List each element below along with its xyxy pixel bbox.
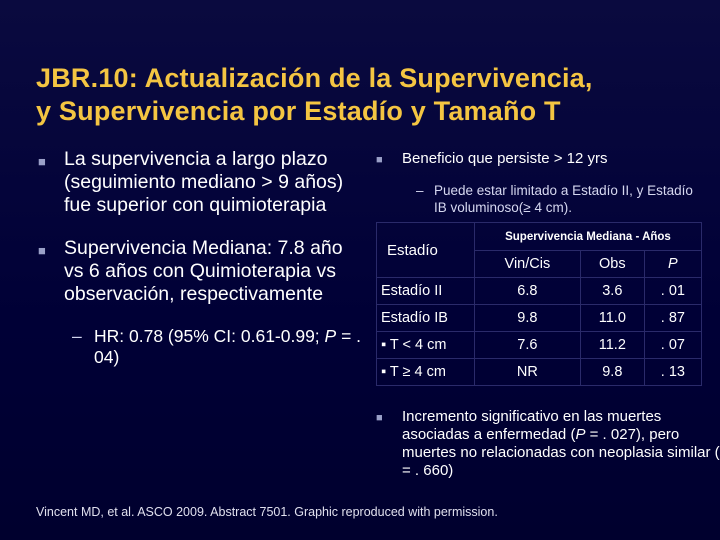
row-label: ▪ T ≥ 4 cm bbox=[376, 358, 475, 386]
table-row: Estadío II 6.8 3.6 . 01 bbox=[376, 277, 703, 305]
right-bullet-2-text-c: = . 660) bbox=[402, 462, 454, 479]
left-bullet-1: ■ La supervivencia a largo plazo (seguim… bbox=[36, 148, 366, 217]
slide-title: JBR.10: Actualización de la Supervivenci… bbox=[36, 62, 706, 128]
header-obs: Obs bbox=[579, 250, 645, 278]
cell-p: . 01 bbox=[643, 277, 703, 305]
hr-text-prefix: HR: 0.78 (95% CI: 0.61-0.99; bbox=[94, 326, 325, 346]
cell-p: . 87 bbox=[643, 304, 703, 332]
square-bullet-icon: ■ bbox=[38, 243, 46, 258]
dash-icon: – bbox=[72, 326, 82, 346]
table-header-row: Estadío Supervivencia Mediana - Años bbox=[376, 222, 703, 278]
cell-vin-cis: 7.6 bbox=[473, 331, 581, 359]
square-bullet-icon: ■ bbox=[376, 154, 383, 166]
header-stage: Estadío bbox=[376, 222, 475, 278]
header-p: P bbox=[643, 250, 703, 278]
right-bullet-2-text-b: = . 027), pero muertes no relacionadas c… bbox=[402, 426, 720, 461]
square-bullet-icon: ■ bbox=[38, 154, 46, 169]
right-bullet-1: ■ Beneficio que persiste > 12 yrs bbox=[372, 150, 702, 168]
left-bullet-2: ■ Supervivencia Mediana: 7.8 año vs 6 añ… bbox=[36, 237, 366, 306]
left-bullet-2-text: Supervivencia Mediana: 7.8 año vs 6 años… bbox=[64, 237, 343, 305]
table-row: ▪ T < 4 cm 7.6 11.2 . 07 bbox=[376, 331, 703, 359]
title-line-2: y Supervivencia por Estadío y Tamaño T bbox=[36, 96, 561, 126]
title-line-1: JBR.10: Actualización de la Supervivenci… bbox=[36, 63, 593, 93]
hr-text-suffix: = . 04) bbox=[94, 326, 362, 367]
row-label: Estadío IB bbox=[376, 304, 475, 332]
cell-p: . 07 bbox=[643, 331, 703, 359]
cell-obs: 11.2 bbox=[579, 331, 645, 359]
row-label: Estadío II bbox=[376, 277, 475, 305]
left-sub-bullet: – HR: 0.78 (95% CI: 0.61-0.99; P = . 04) bbox=[36, 326, 366, 368]
cell-vin-cis: 9.8 bbox=[473, 304, 581, 332]
row-label: ▪ T < 4 cm bbox=[376, 331, 475, 359]
cell-obs: 3.6 bbox=[579, 277, 645, 305]
right-sub-bullet: – Puede estar limitado a Estadío II, y E… bbox=[372, 182, 702, 216]
citation-footer: Vincent MD, et al. ASCO 2009. Abstract 7… bbox=[36, 505, 498, 519]
right-column: ■ Beneficio que persiste > 12 yrs – Pued… bbox=[372, 150, 702, 216]
header-group: Supervivencia Mediana - Años bbox=[473, 222, 703, 251]
right-bullet-2-p1: P bbox=[575, 426, 586, 443]
dash-icon: – bbox=[416, 183, 424, 198]
table-row: Estadío IB 9.8 11.0 . 87 bbox=[376, 304, 703, 332]
right-bullet-2-text-a: Incremento significativo en las muertes … bbox=[402, 408, 662, 443]
right-bullet-2: ■ Incremento significativo en las muerte… bbox=[372, 408, 720, 480]
header-vin-cis: Vin/Cis bbox=[473, 250, 581, 278]
table-subheader-row: Vin/Cis Obs P bbox=[377, 250, 703, 278]
square-bullet-icon: ■ bbox=[376, 412, 383, 424]
left-bullet-1-text: La supervivencia a largo plazo (seguimie… bbox=[64, 148, 344, 216]
table-row: ▪ T ≥ 4 cm NR 9.8 . 13 bbox=[376, 358, 703, 386]
hr-text-p: P bbox=[324, 326, 337, 346]
cell-p: . 13 bbox=[643, 358, 703, 386]
cell-obs: 9.8 bbox=[579, 358, 645, 386]
right-sub-bullet-text: Puede estar limitado a Estadío II, y Est… bbox=[434, 183, 693, 215]
cell-vin-cis: 6.8 bbox=[473, 277, 581, 305]
right-bullet-1-text: Beneficio que persiste > 12 yrs bbox=[402, 150, 608, 167]
cell-vin-cis: NR bbox=[473, 358, 581, 386]
survival-table: Estadío Supervivencia Mediana - Años Vin… bbox=[376, 222, 703, 386]
left-column: ■ La supervivencia a largo plazo (seguim… bbox=[36, 148, 366, 368]
cell-obs: 11.0 bbox=[579, 304, 645, 332]
